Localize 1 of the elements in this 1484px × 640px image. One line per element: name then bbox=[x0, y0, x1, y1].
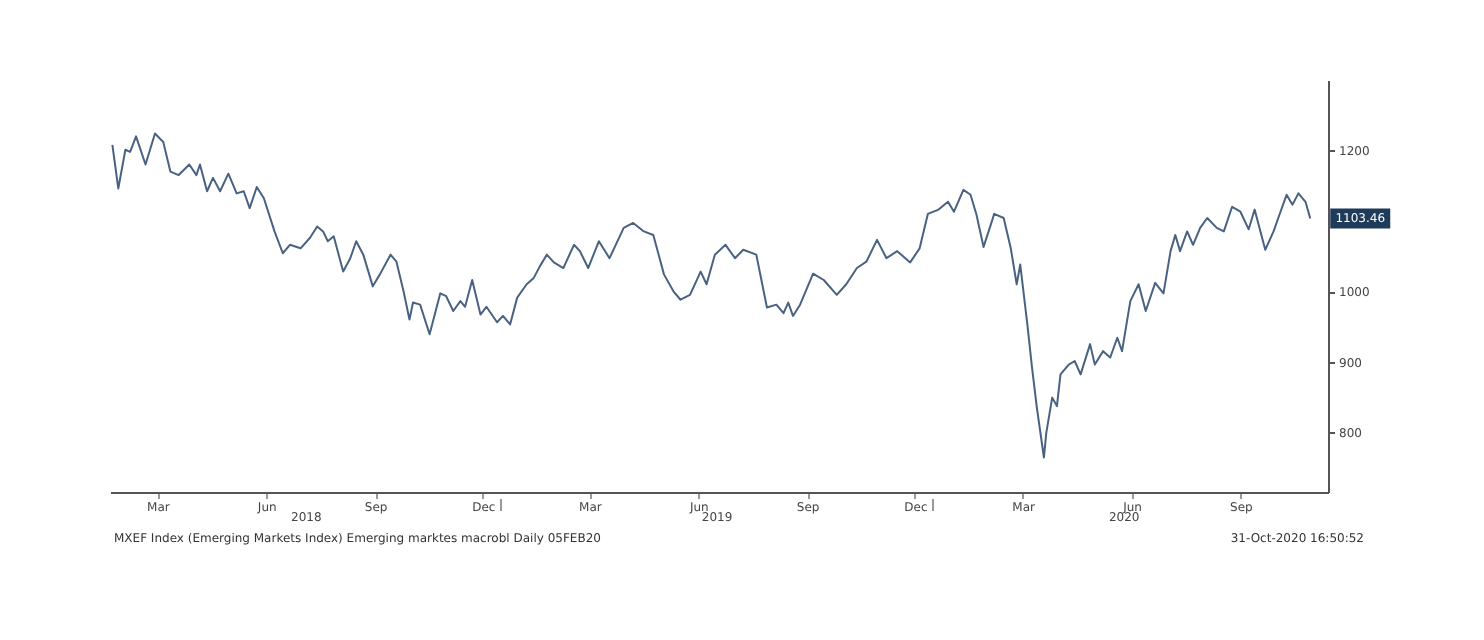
line-series bbox=[111, 132, 1312, 459]
